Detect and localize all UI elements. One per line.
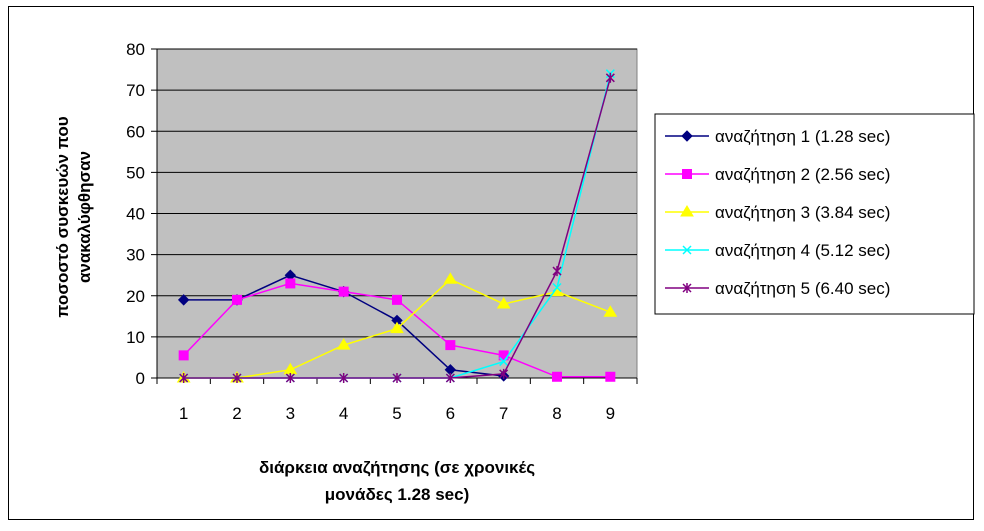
x-tick-label: 5 <box>392 404 401 423</box>
legend-label: αναζήτηση 4 (5.12 sec) <box>715 241 890 260</box>
y-axis-title-line-2: ανακαλύφθησαν <box>75 151 94 283</box>
y-tick-label: 30 <box>126 246 145 265</box>
series-2-point <box>178 350 189 361</box>
legend: αναζήτηση 1 (1.28 sec) αναζήτηση 2 (2.56 … <box>654 113 975 315</box>
series-5-point <box>445 373 455 383</box>
series-2-point <box>605 371 616 382</box>
series-5-point <box>339 373 349 383</box>
series-2-point <box>232 294 242 305</box>
legend-swatch-marker <box>681 130 693 142</box>
legend-item-1: αναζήτηση 1 (1.28 sec) <box>665 127 890 146</box>
series-3-point <box>390 321 404 334</box>
series-3-point <box>336 338 351 350</box>
y-tick-label: 80 <box>126 40 145 59</box>
legend-swatch-marker-stroke-b <box>682 245 692 255</box>
series-4-point-stroke-b <box>552 282 562 293</box>
series-5-point <box>552 266 562 277</box>
series-2-point <box>338 286 349 297</box>
series-2-point <box>285 278 296 289</box>
series-4-point <box>499 357 509 367</box>
x-tick-label: 2 <box>232 404 241 423</box>
series-2 <box>178 278 616 382</box>
legend-swatch-marker <box>682 169 692 179</box>
x-axis-title-line-1: διάρκεια αναζήτησης (σε χρονικές <box>259 458 535 477</box>
series-5-point <box>285 373 295 383</box>
x-tick-label: 3 <box>286 404 295 423</box>
series-5-point <box>179 373 189 383</box>
series-2-point <box>552 371 562 382</box>
series-1-point <box>177 294 190 306</box>
y-tick-label: 0 <box>136 369 145 388</box>
y-axis-title-line-1: ποσοστό συσκευών που <box>53 116 72 317</box>
series-4-point <box>552 282 562 293</box>
x-tick-label: 7 <box>499 404 508 423</box>
legend-item-5: αναζήτηση 5 (6.40 sec) <box>665 279 890 298</box>
legend-swatch-marker <box>680 205 694 217</box>
series-4-point-stroke-b <box>499 357 509 367</box>
x-tick-label: 8 <box>552 404 561 423</box>
legend-item-4: αναζήτηση 4 (5.12 sec) <box>665 241 890 260</box>
series-5 <box>179 72 615 383</box>
series-3-point <box>603 305 618 317</box>
y-tick-label: 50 <box>126 163 145 182</box>
series-5-point <box>232 373 242 383</box>
x-tick-label: 4 <box>339 404 348 423</box>
x-tick-label: 9 <box>606 404 615 423</box>
series-5-point <box>499 368 509 379</box>
x-tick-label: 1 <box>179 404 188 423</box>
legend-swatch-marker <box>682 283 692 293</box>
series-5-point <box>392 373 402 383</box>
legend-label: αναζήτηση 5 (6.40 sec) <box>715 279 890 298</box>
series-layer <box>176 69 618 383</box>
x-axis-title-line-2: μονάδες 1.28 sec) <box>325 485 469 504</box>
legend-box <box>654 113 975 315</box>
y-tick-label: 60 <box>126 122 145 141</box>
legend-item-2: αναζήτηση 2 (2.56 sec) <box>665 165 890 184</box>
y-tick-label: 20 <box>126 287 145 306</box>
y-tick-label: 70 <box>126 81 145 100</box>
legend-label: αναζήτηση 1 (1.28 sec) <box>715 127 890 146</box>
y-tick-label: 40 <box>126 205 145 224</box>
series-3-point <box>443 272 458 284</box>
series-2-point <box>392 294 402 305</box>
legend-label: αναζήτηση 2 (2.56 sec) <box>715 165 890 184</box>
legend-item-3: αναζήτηση 3 (3.84 sec) <box>665 203 890 222</box>
series-2-point <box>445 340 456 351</box>
series-3 <box>176 272 618 383</box>
legend-swatch-marker <box>682 245 692 255</box>
x-tick-label: 6 <box>446 404 455 423</box>
series-5-point <box>605 72 615 83</box>
legend-label: αναζήτηση 3 (3.84 sec) <box>715 203 890 222</box>
series-3-point <box>496 297 511 309</box>
y-tick-label: 10 <box>126 328 145 347</box>
